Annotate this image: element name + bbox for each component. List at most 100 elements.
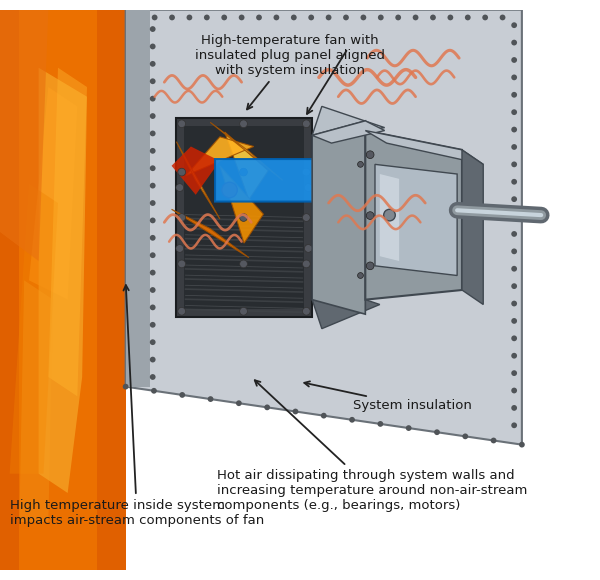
Circle shape xyxy=(178,307,185,315)
Circle shape xyxy=(150,357,155,362)
Polygon shape xyxy=(38,68,87,493)
Circle shape xyxy=(511,248,517,254)
Polygon shape xyxy=(312,106,385,135)
Circle shape xyxy=(349,417,355,423)
Circle shape xyxy=(383,209,395,221)
Circle shape xyxy=(256,14,262,20)
Circle shape xyxy=(123,384,128,390)
Circle shape xyxy=(511,300,517,306)
Circle shape xyxy=(511,74,517,80)
Polygon shape xyxy=(375,164,457,276)
Text: High temperature inside system
impacts air-stream components of fan: High temperature inside system impacts a… xyxy=(10,285,264,527)
Circle shape xyxy=(511,353,517,358)
Polygon shape xyxy=(19,280,53,522)
Polygon shape xyxy=(125,10,150,387)
Circle shape xyxy=(511,266,517,271)
Polygon shape xyxy=(184,126,304,309)
Text: Hot air dissipating through system walls and
increasing temperature around non-a: Hot air dissipating through system walls… xyxy=(217,380,528,512)
Circle shape xyxy=(176,245,184,252)
Polygon shape xyxy=(176,118,312,317)
Circle shape xyxy=(150,26,155,32)
Circle shape xyxy=(511,109,517,115)
Text: System insulation: System insulation xyxy=(304,381,472,412)
Circle shape xyxy=(302,168,310,176)
Circle shape xyxy=(222,182,237,198)
Circle shape xyxy=(378,14,383,20)
Polygon shape xyxy=(380,174,399,261)
Circle shape xyxy=(236,400,242,406)
Circle shape xyxy=(302,213,310,222)
Polygon shape xyxy=(0,10,49,261)
Polygon shape xyxy=(462,150,483,304)
Polygon shape xyxy=(49,68,87,396)
Circle shape xyxy=(511,57,517,63)
Circle shape xyxy=(511,318,517,324)
Circle shape xyxy=(511,422,517,428)
Circle shape xyxy=(150,200,155,206)
Circle shape xyxy=(511,126,517,132)
Polygon shape xyxy=(19,10,97,570)
Circle shape xyxy=(304,245,312,252)
Circle shape xyxy=(239,307,247,315)
Circle shape xyxy=(204,14,210,20)
Circle shape xyxy=(434,429,440,435)
Circle shape xyxy=(150,61,155,67)
Circle shape xyxy=(178,260,185,268)
Circle shape xyxy=(239,168,247,176)
Circle shape xyxy=(511,92,517,97)
Circle shape xyxy=(274,14,280,20)
Polygon shape xyxy=(10,184,58,474)
Circle shape xyxy=(239,14,245,20)
Circle shape xyxy=(511,335,517,341)
Circle shape xyxy=(302,260,310,268)
Circle shape xyxy=(511,196,517,202)
Polygon shape xyxy=(312,121,385,143)
Circle shape xyxy=(326,14,331,20)
Circle shape xyxy=(377,421,383,427)
Polygon shape xyxy=(365,130,483,164)
Circle shape xyxy=(150,252,155,258)
Circle shape xyxy=(511,179,517,184)
Circle shape xyxy=(358,273,364,278)
Circle shape xyxy=(430,14,436,20)
Circle shape xyxy=(343,14,349,20)
Circle shape xyxy=(179,392,185,398)
Circle shape xyxy=(221,14,227,20)
Circle shape xyxy=(465,14,470,20)
Circle shape xyxy=(239,213,247,222)
Circle shape xyxy=(366,262,374,270)
Circle shape xyxy=(511,231,517,237)
Circle shape xyxy=(150,339,155,345)
Circle shape xyxy=(264,404,270,410)
Circle shape xyxy=(366,212,374,219)
Circle shape xyxy=(176,184,184,191)
Circle shape xyxy=(511,39,517,45)
Circle shape xyxy=(150,287,155,293)
Circle shape xyxy=(187,14,193,20)
Circle shape xyxy=(178,213,185,222)
Polygon shape xyxy=(172,147,220,195)
Circle shape xyxy=(169,14,175,20)
Circle shape xyxy=(511,213,517,219)
Circle shape xyxy=(150,218,155,223)
Circle shape xyxy=(361,14,366,20)
Circle shape xyxy=(293,408,298,414)
Circle shape xyxy=(150,78,155,84)
Circle shape xyxy=(511,144,517,150)
Circle shape xyxy=(302,120,310,128)
Circle shape xyxy=(500,14,505,20)
Polygon shape xyxy=(215,140,379,221)
Circle shape xyxy=(406,425,412,431)
Circle shape xyxy=(150,96,155,101)
Polygon shape xyxy=(29,87,77,300)
Circle shape xyxy=(150,374,155,380)
Circle shape xyxy=(151,388,157,394)
Polygon shape xyxy=(0,10,125,570)
Circle shape xyxy=(463,433,468,439)
Text: High-temperature fan with
insulated plug panel aligned
with system insulation: High-temperature fan with insulated plug… xyxy=(195,34,385,110)
Circle shape xyxy=(395,14,401,20)
Polygon shape xyxy=(220,166,263,243)
Circle shape xyxy=(519,442,525,448)
Circle shape xyxy=(511,161,517,167)
Circle shape xyxy=(358,161,364,167)
